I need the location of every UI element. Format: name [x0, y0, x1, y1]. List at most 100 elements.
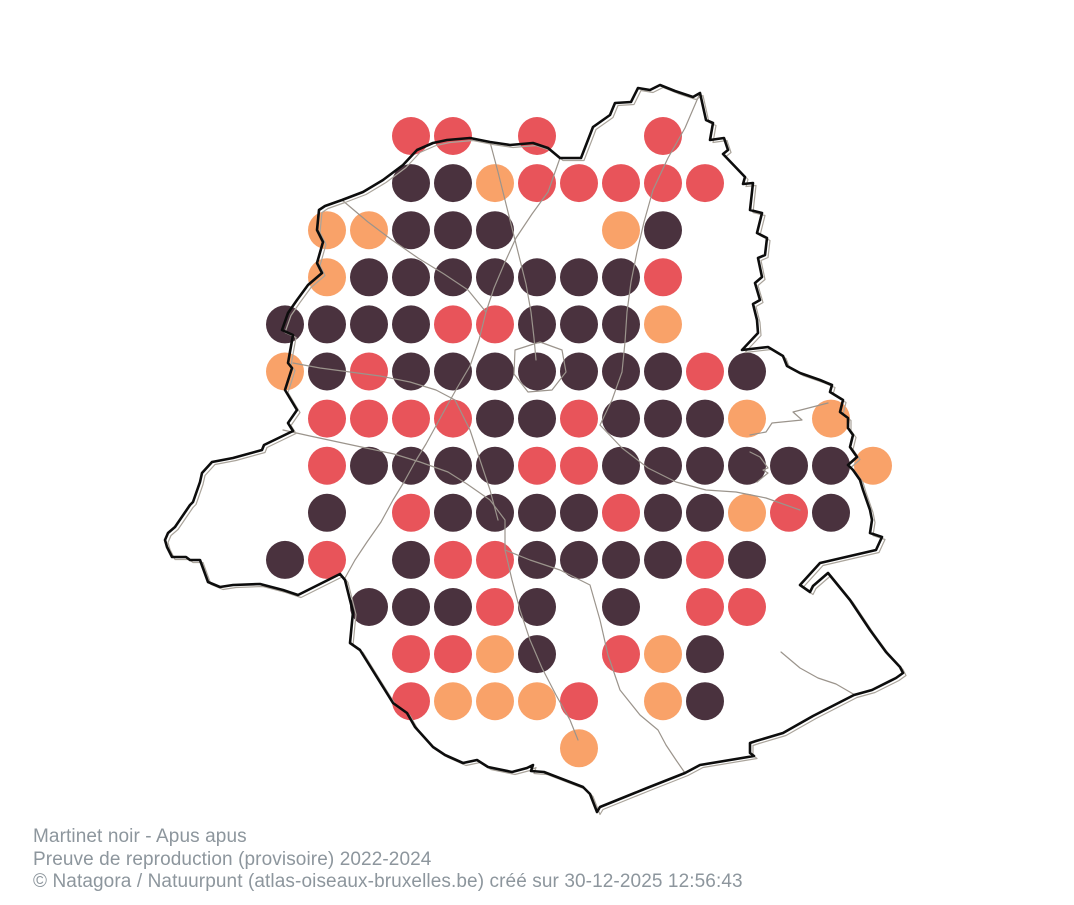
commune-line — [341, 199, 487, 313]
commune-line — [599, 424, 801, 511]
observation-dot — [770, 446, 808, 485]
observation-dot — [518, 635, 556, 674]
observation-dot — [644, 117, 682, 155]
observation-dot — [350, 305, 388, 344]
commune-boundaries — [282, 92, 856, 774]
observation-dot — [770, 493, 808, 532]
observation-dot — [308, 352, 346, 391]
commune-line — [504, 549, 579, 741]
observation-dot — [392, 164, 430, 203]
observation-dot — [266, 540, 304, 579]
map-subtitle: Preuve de reproduction (provisoire) 2022… — [33, 848, 432, 870]
observation-dot — [434, 258, 472, 297]
observation-dot — [434, 540, 472, 579]
observation-dot — [602, 446, 640, 485]
observation-dot — [308, 399, 346, 438]
observation-dot — [728, 446, 766, 485]
observation-dot — [686, 635, 724, 674]
observation-dot — [812, 493, 850, 532]
commune-line — [344, 157, 561, 579]
commune-line — [780, 651, 856, 696]
dots-layer — [266, 117, 892, 768]
observation-dot — [476, 540, 514, 579]
observation-dot — [434, 682, 472, 721]
observation-dot — [644, 305, 682, 344]
observation-dot — [518, 682, 556, 721]
observation-dot — [308, 540, 346, 579]
observation-dot — [434, 635, 472, 674]
observation-dot — [854, 446, 892, 485]
observation-dot — [560, 682, 598, 721]
observation-dot — [392, 352, 430, 391]
observation-dot — [350, 588, 388, 626]
observation-dot — [434, 588, 472, 626]
observation-dot — [644, 164, 682, 203]
observation-dot — [644, 540, 682, 579]
observation-dot — [644, 258, 682, 297]
observation-dot — [392, 540, 430, 579]
observation-dot — [686, 682, 724, 721]
observation-dot — [602, 211, 640, 250]
observation-dot — [602, 164, 640, 203]
caption: Martinet noir - Apus apus Preuve de repr… — [33, 826, 743, 894]
observation-dot — [434, 493, 472, 532]
observation-dot — [518, 305, 556, 344]
observation-dot — [518, 540, 556, 579]
observation-dot — [266, 352, 304, 391]
observation-dot — [560, 493, 598, 532]
observation-dot — [644, 682, 682, 721]
observation-dot — [350, 399, 388, 438]
observation-dot — [728, 399, 766, 438]
commune-line — [282, 429, 506, 551]
observation-dot — [602, 305, 640, 344]
credit-line: © Natagora / Natuurpunt (atlas-oiseaux-b… — [33, 871, 743, 892]
observation-dot — [434, 211, 472, 250]
observation-dot — [434, 352, 472, 391]
observation-dot — [560, 258, 598, 297]
commune-line — [489, 141, 537, 361]
observation-dot — [392, 446, 430, 485]
observation-dot — [476, 493, 514, 532]
observation-dot — [434, 164, 472, 203]
observation-dot — [518, 352, 556, 391]
observation-dot — [308, 493, 346, 532]
observation-dot — [392, 399, 430, 438]
observation-dot — [476, 588, 514, 626]
observation-dot — [686, 493, 724, 532]
observation-dot — [812, 446, 850, 485]
commune-line — [504, 549, 686, 774]
observation-dot — [602, 588, 640, 626]
observation-dot — [560, 540, 598, 579]
observation-dot — [434, 117, 472, 155]
commune-line — [292, 362, 456, 401]
observation-dot — [644, 211, 682, 250]
observation-dot — [434, 305, 472, 344]
observation-dot — [518, 399, 556, 438]
observation-dot — [602, 493, 640, 532]
observation-dot — [476, 305, 514, 344]
observation-dot — [686, 399, 724, 438]
observation-dot — [476, 682, 514, 721]
observation-dot — [518, 258, 556, 297]
observation-dot — [518, 446, 556, 485]
region-boundary — [163, 83, 905, 814]
region-boundary-shadow — [167, 86, 907, 816]
observation-dot — [308, 211, 346, 250]
observation-dot — [644, 399, 682, 438]
observation-dot — [728, 540, 766, 579]
observation-dot — [602, 399, 640, 438]
observation-dot — [560, 399, 598, 438]
observation-dot — [518, 493, 556, 532]
observation-dot — [392, 588, 430, 626]
observation-dot — [644, 352, 682, 391]
observation-dot — [392, 493, 430, 532]
observation-dot — [518, 164, 556, 203]
observation-dot — [686, 588, 724, 626]
observation-dot — [518, 588, 556, 626]
observation-dot — [434, 399, 472, 438]
observation-dot — [476, 258, 514, 297]
observation-dot — [560, 164, 598, 203]
observation-dot — [644, 493, 682, 532]
